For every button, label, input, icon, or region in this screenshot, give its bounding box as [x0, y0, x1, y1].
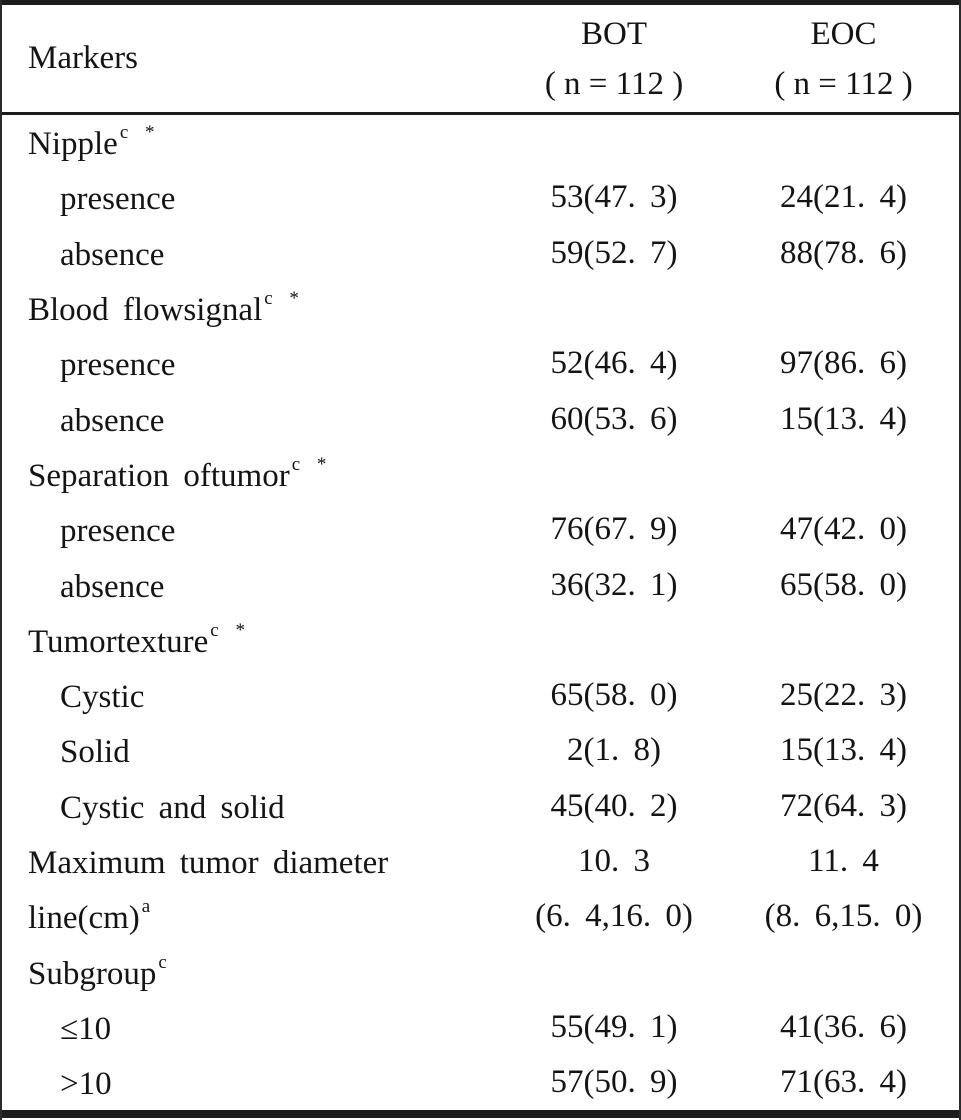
- bot-value: 57(50. 9): [550, 1064, 678, 1101]
- table-top-rule: [2, 0, 959, 5]
- table-row: presence 76(67. 9) 47(42. 0): [2, 502, 959, 557]
- table-row: absence 60(53. 6) 15(13. 4): [2, 391, 959, 446]
- marker-label: presence: [60, 181, 176, 218]
- bot-value: 45(40. 2): [550, 787, 678, 824]
- table-bottom-rule: [2, 1110, 959, 1119]
- marker-label: >10: [60, 1066, 112, 1103]
- header-eoc-n: ( n = 112 ): [774, 65, 913, 102]
- bot-value: 59(52. 7): [550, 234, 678, 271]
- table-row: absence 59(52. 7) 88(78. 6): [2, 226, 959, 281]
- table-row: >10 57(50. 9) 71(63. 4): [2, 1055, 959, 1110]
- marker-label: line(cm) a: [28, 896, 154, 937]
- eoc-value: 47(42. 0): [780, 511, 907, 548]
- header-bot-column: BOT ( n = 112 ): [500, 16, 728, 102]
- table-row: presence 52(46. 4) 97(86. 6): [2, 336, 959, 391]
- marker-label: absence: [60, 402, 165, 439]
- bot-value: 60(53. 6): [550, 400, 678, 437]
- header-markers: Markers: [28, 40, 138, 76]
- marker-label: ≤10: [60, 1010, 112, 1047]
- marker-label: Tumortexture c *: [28, 619, 248, 660]
- table-row-category: Subgroup c: [2, 944, 959, 999]
- eoc-value: 41(36. 6): [780, 1008, 907, 1045]
- marker-label: Blood flowsignal c *: [28, 288, 302, 329]
- marker-label: presence: [60, 513, 176, 550]
- eoc-value: 15(13. 4): [780, 400, 907, 437]
- bot-value: (6. 4,16. 0): [535, 898, 693, 935]
- eoc-value: 97(86. 6): [780, 345, 907, 382]
- marker-superscript: c *: [264, 288, 302, 310]
- table-row: absence 36(32. 1) 65(58. 0): [2, 557, 959, 612]
- marker-superscript: a: [141, 896, 154, 918]
- marker-label: Subgroup c: [28, 951, 170, 992]
- bot-value: 55(49. 1): [550, 1008, 678, 1045]
- header-bot-label: BOT: [581, 15, 647, 52]
- marker-label: Nipple c *: [28, 122, 158, 163]
- eoc-value: 72(64. 3): [780, 787, 907, 824]
- eoc-value: 71(63. 4): [780, 1064, 907, 1101]
- eoc-value: 24(21. 4): [780, 179, 907, 216]
- bot-value: 76(67. 9): [550, 511, 678, 548]
- header-eoc-column: EOC ( n = 112 ): [728, 16, 959, 102]
- bot-value: 36(32. 1): [550, 566, 678, 603]
- marker-superscript: c *: [119, 122, 158, 144]
- marker-label: Cystic and solid: [60, 789, 285, 826]
- bot-value: 10. 3: [578, 843, 650, 879]
- header-bot-n: ( n = 112 ): [544, 65, 684, 102]
- table-row-category: Tumortexture c *: [2, 613, 959, 668]
- table-row: presence 53(47. 3) 24(21. 4): [2, 170, 959, 225]
- marker-label: Separation oftumor c *: [28, 453, 330, 494]
- bot-value: 65(58. 0): [550, 677, 678, 714]
- marker-superscript: c *: [210, 619, 248, 641]
- table-header-rule: [2, 112, 959, 115]
- bot-value: 53(47. 3): [550, 179, 678, 216]
- bot-value: 52(46. 4): [550, 345, 678, 382]
- marker-superscript: c *: [291, 453, 330, 475]
- table-row-category: Nipple c *: [2, 115, 959, 170]
- table-row: Maximum tumor diameter 10. 3 11. 4: [2, 834, 959, 889]
- table-row: Solid 2(1. 8) 15(13. 4): [2, 723, 959, 778]
- eoc-value: 25(22. 3): [780, 677, 907, 714]
- eoc-value: 88(78. 6): [780, 234, 907, 271]
- eoc-value: 11. 4: [808, 843, 879, 879]
- table-row: ≤10 55(49. 1) 41(36. 6): [2, 1000, 959, 1055]
- marker-label: Maximum tumor diameter: [28, 845, 389, 881]
- marker-label: absence: [60, 236, 165, 273]
- eoc-value: 65(58. 0): [780, 566, 907, 603]
- eoc-value: 15(13. 4): [780, 732, 907, 769]
- marker-superscript: c: [158, 951, 170, 973]
- table-row: Cystic and solid 45(40. 2) 72(64. 3): [2, 779, 959, 834]
- table-row: line(cm) a (6. 4,16. 0) (8. 6,15. 0): [2, 889, 959, 944]
- table-row-category: Separation oftumor c *: [2, 447, 959, 502]
- table-row: Cystic 65(58. 0) 25(22. 3): [2, 668, 959, 723]
- table-row-category: Blood flowsignal c *: [2, 281, 959, 336]
- header-eoc-label: EOC: [810, 15, 877, 52]
- marker-label: Solid: [60, 734, 130, 771]
- table-header-row: Markers BOT ( n = 112 ) EOC ( n = 112 ): [2, 5, 959, 112]
- marker-label: Cystic: [60, 679, 145, 716]
- bot-value: 2(1. 8): [567, 732, 661, 769]
- marker-label: absence: [60, 568, 165, 605]
- marker-label: presence: [60, 347, 176, 384]
- eoc-value: (8. 6,15. 0): [764, 898, 923, 935]
